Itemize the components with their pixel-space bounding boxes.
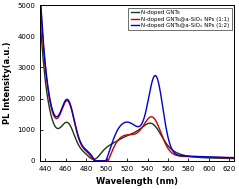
N-doped GNTs@a-SiOₓ NPs (1:2) bbox=[227, 156, 230, 159]
N-doped GNTs bbox=[92, 158, 95, 160]
N-doped GNTs@a-SiOₓ NPs (1:1) bbox=[128, 134, 131, 136]
N-doped GNTs@a-SiOₓ NPs (1:2) bbox=[133, 124, 136, 127]
Line: N-doped GNTs@a-SiOₓ NPs (1:1): N-doped GNTs@a-SiOₓ NPs (1:1) bbox=[40, 5, 234, 161]
N-doped GNTs bbox=[227, 157, 230, 160]
N-doped GNTs bbox=[233, 157, 236, 160]
Legend: N-doped GNTs, N-doped GNTs@a-SiOₓ NPs (1:1), N-doped GNTs@a-SiOₓ NPs (1:2): N-doped GNTs, N-doped GNTs@a-SiOₓ NPs (1… bbox=[128, 8, 232, 30]
N-doped GNTs@a-SiOₓ NPs (1:2) bbox=[94, 160, 97, 162]
Y-axis label: PL Intensity(a.u.): PL Intensity(a.u.) bbox=[3, 42, 12, 124]
N-doped GNTs bbox=[128, 133, 131, 136]
X-axis label: Wavelength (nm): Wavelength (nm) bbox=[96, 177, 178, 186]
N-doped GNTs@a-SiOₓ NPs (1:2) bbox=[233, 156, 236, 159]
N-doped GNTs bbox=[228, 157, 230, 160]
N-doped GNTs@a-SiOₓ NPs (1:1) bbox=[39, 4, 42, 6]
Line: N-doped GNTs: N-doped GNTs bbox=[40, 19, 234, 159]
N-doped GNTs@a-SiOₓ NPs (1:1) bbox=[192, 156, 195, 158]
N-doped GNTs@a-SiOₓ NPs (1:1) bbox=[233, 157, 236, 159]
N-doped GNTs@a-SiOₓ NPs (1:2) bbox=[39, 4, 42, 6]
N-doped GNTs@a-SiOₓ NPs (1:1) bbox=[228, 157, 230, 159]
N-doped GNTs bbox=[49, 110, 52, 112]
N-doped GNTs@a-SiOₓ NPs (1:1) bbox=[49, 101, 52, 104]
N-doped GNTs@a-SiOₓ NPs (1:2) bbox=[228, 156, 230, 159]
N-doped GNTs bbox=[39, 18, 42, 20]
N-doped GNTs@a-SiOₓ NPs (1:2) bbox=[192, 155, 195, 157]
N-doped GNTs@a-SiOₓ NPs (1:1) bbox=[133, 133, 136, 135]
N-doped GNTs@a-SiOₓ NPs (1:2) bbox=[128, 121, 131, 124]
N-doped GNTs@a-SiOₓ NPs (1:2) bbox=[49, 99, 52, 101]
Line: N-doped GNTs@a-SiOₓ NPs (1:2): N-doped GNTs@a-SiOₓ NPs (1:2) bbox=[40, 5, 234, 161]
N-doped GNTs bbox=[192, 156, 195, 158]
N-doped GNTs@a-SiOₓ NPs (1:1) bbox=[92, 160, 95, 162]
N-doped GNTs bbox=[133, 131, 136, 133]
N-doped GNTs@a-SiOₓ NPs (1:1) bbox=[227, 157, 230, 159]
